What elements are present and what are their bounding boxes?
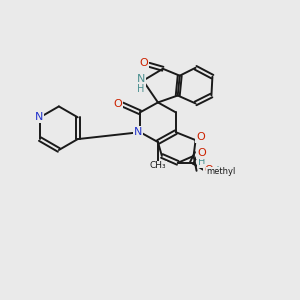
Text: H: H bbox=[137, 84, 145, 94]
Text: O: O bbox=[113, 99, 122, 110]
Text: N: N bbox=[35, 112, 43, 122]
Text: N: N bbox=[134, 127, 142, 137]
Text: CH₃: CH₃ bbox=[150, 161, 166, 170]
Text: O: O bbox=[196, 132, 205, 142]
Text: O: O bbox=[204, 165, 213, 175]
Text: N: N bbox=[137, 74, 145, 84]
Text: H: H bbox=[198, 157, 205, 167]
Text: methyl: methyl bbox=[207, 167, 236, 176]
Text: NH₂: NH₂ bbox=[205, 166, 224, 176]
Text: O: O bbox=[140, 58, 148, 68]
Text: O: O bbox=[197, 148, 206, 158]
